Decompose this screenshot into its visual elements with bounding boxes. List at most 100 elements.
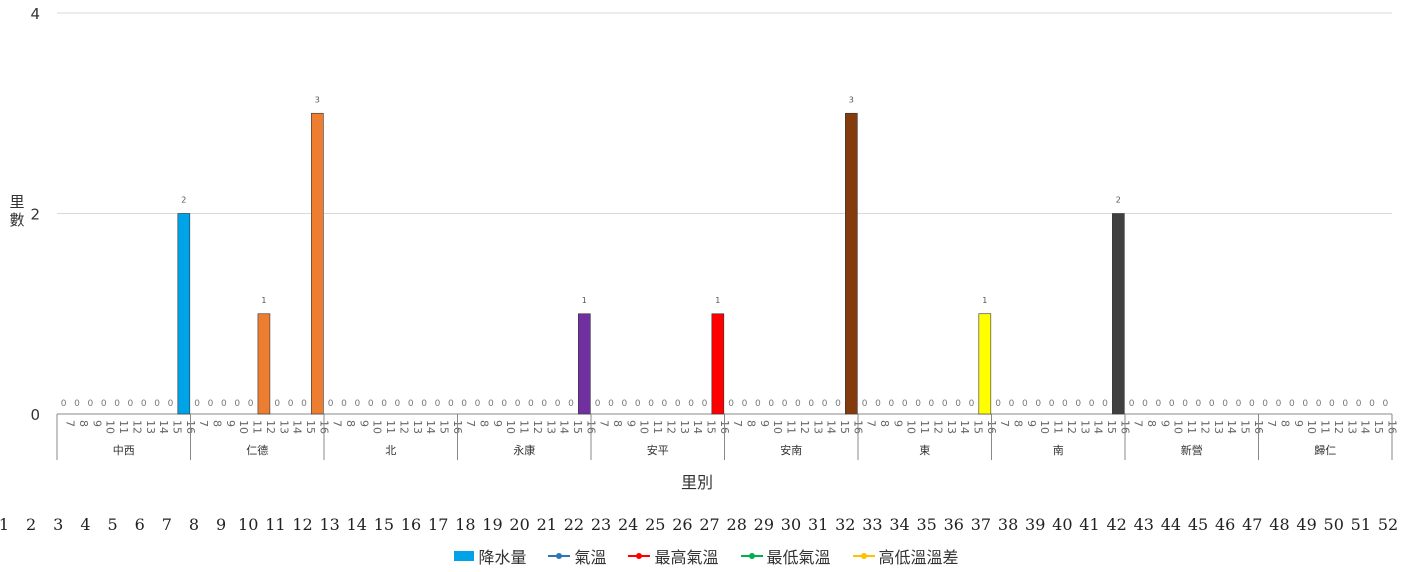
secondary-x-tick-label: 21 bbox=[537, 515, 557, 534]
data-label: 0 bbox=[301, 399, 307, 409]
hour-tick-label: 11 bbox=[384, 420, 397, 434]
secondary-x-tick-label: 1 bbox=[0, 515, 9, 534]
data-label: 0 bbox=[475, 399, 481, 409]
group-label: 歸仁 bbox=[1314, 443, 1336, 457]
secondary-x-tick-label: 23 bbox=[591, 515, 611, 534]
legend-swatch bbox=[454, 551, 475, 561]
data-label: 0 bbox=[168, 399, 174, 409]
legend-label: 高低溫溫差 bbox=[878, 548, 959, 567]
data-label: 0 bbox=[501, 399, 507, 409]
hour-tick-label: 7 bbox=[731, 420, 744, 427]
bar bbox=[1112, 213, 1125, 415]
hour-tick-label: 15 bbox=[1105, 420, 1118, 434]
secondary-x-tick-label: 19 bbox=[482, 515, 502, 534]
bar bbox=[711, 313, 725, 415]
hour-tick-label: 8 bbox=[611, 420, 624, 427]
group-label: 仁德 bbox=[246, 443, 268, 457]
secondary-x-tick-label: 25 bbox=[645, 515, 665, 534]
hour-tick-label: 12 bbox=[130, 420, 143, 434]
data-label: 0 bbox=[74, 399, 80, 409]
data-label: 0 bbox=[101, 399, 107, 409]
hour-tick-label: 10 bbox=[504, 420, 517, 434]
hour-tick-label: 15 bbox=[571, 420, 584, 434]
legend-item: 最低氣溫 bbox=[740, 544, 831, 568]
data-label: 0 bbox=[702, 399, 708, 409]
data-label: 0 bbox=[408, 399, 414, 409]
data-label: 0 bbox=[568, 399, 574, 409]
data-label: 0 bbox=[915, 399, 921, 409]
hour-tick-label: 9 bbox=[357, 420, 370, 427]
data-label: 1 bbox=[261, 296, 266, 305]
legend-swatch bbox=[628, 553, 651, 559]
hour-tick-label: 8 bbox=[344, 420, 357, 427]
data-label: 0 bbox=[1142, 399, 1148, 409]
data-label: 0 bbox=[1102, 399, 1108, 409]
secondary-x-tick-label: 18 bbox=[455, 515, 475, 534]
secondary-x-tick-label: 17 bbox=[428, 515, 448, 534]
data-label: 0 bbox=[1276, 399, 1282, 409]
legend-label: 最高氣溫 bbox=[654, 548, 719, 567]
secondary-x-tick-label: 11 bbox=[265, 515, 285, 534]
hour-tick-label: 8 bbox=[745, 420, 758, 427]
hour-tick-label: 14 bbox=[1092, 420, 1105, 434]
data-label: 0 bbox=[608, 399, 614, 409]
hour-tick-label: 11 bbox=[117, 420, 130, 434]
group-label: 南 bbox=[1053, 444, 1064, 457]
y-axis-label-char: 里 bbox=[9, 193, 24, 211]
data-label: 0 bbox=[274, 399, 280, 409]
secondary-x-tick-label: 26 bbox=[672, 515, 692, 534]
data-label: 0 bbox=[768, 399, 774, 409]
legend-item: 最高氣溫 bbox=[628, 544, 719, 568]
hour-tick-label: 13 bbox=[144, 420, 157, 434]
hour-tick-label: 11 bbox=[1185, 420, 1198, 434]
data-label: 0 bbox=[1262, 399, 1268, 409]
data-label: 0 bbox=[435, 399, 441, 409]
data-label: 3 bbox=[315, 95, 320, 104]
data-label: 0 bbox=[955, 399, 961, 409]
hour-tick-label: 15 bbox=[170, 420, 183, 434]
hour-tick-label: 15 bbox=[437, 420, 450, 434]
group-label: 中西 bbox=[113, 444, 135, 457]
data-label: 0 bbox=[1302, 399, 1308, 409]
data-label: 0 bbox=[208, 399, 214, 409]
group-label: 東 bbox=[919, 444, 930, 457]
data-label: 0 bbox=[1156, 399, 1162, 409]
data-label: 0 bbox=[1369, 399, 1375, 409]
hour-tick-label: 12 bbox=[931, 420, 944, 434]
data-label: 0 bbox=[862, 399, 868, 409]
secondary-x-tick-label: 44 bbox=[1161, 515, 1181, 534]
hour-tick-label: 13 bbox=[811, 420, 824, 434]
legend-swatch bbox=[740, 553, 763, 559]
bar bbox=[978, 313, 992, 415]
data-label: 0 bbox=[541, 399, 547, 409]
secondary-x-tick-label: 6 bbox=[135, 515, 145, 534]
secondary-x-tick-label: 49 bbox=[1296, 515, 1316, 534]
group-label: 永康 bbox=[513, 443, 535, 457]
hour-tick-label: 9 bbox=[1025, 420, 1038, 427]
data-label: 0 bbox=[395, 399, 401, 409]
data-label: 0 bbox=[929, 399, 935, 409]
secondary-x-tick-label: 27 bbox=[699, 515, 719, 534]
secondary-x-tick-label: 48 bbox=[1269, 515, 1289, 534]
data-label: 0 bbox=[528, 399, 534, 409]
legend-swatch bbox=[548, 553, 571, 559]
secondary-x-tick-label: 50 bbox=[1324, 515, 1344, 534]
data-label: 0 bbox=[1222, 399, 1228, 409]
hour-tick-label: 10 bbox=[1305, 420, 1318, 434]
data-label: 0 bbox=[969, 399, 975, 409]
hour-tick-label: 9 bbox=[891, 420, 904, 427]
secondary-x-tick-label: 2 bbox=[26, 515, 36, 534]
hour-tick-label: 10 bbox=[237, 420, 250, 434]
data-label: 0 bbox=[288, 399, 294, 409]
data-label: 0 bbox=[902, 399, 908, 409]
hour-tick-label: 8 bbox=[1279, 420, 1292, 427]
data-label: 0 bbox=[1342, 399, 1348, 409]
data-label: 0 bbox=[141, 399, 147, 409]
data-label: 0 bbox=[128, 399, 134, 409]
data-label: 0 bbox=[555, 399, 561, 409]
data-label: 0 bbox=[194, 399, 200, 409]
hour-tick-label: 12 bbox=[1198, 420, 1211, 434]
secondary-x-tick-label: 9 bbox=[216, 515, 226, 534]
hour-tick-label: 11 bbox=[651, 420, 664, 434]
data-label: 0 bbox=[1209, 399, 1215, 409]
